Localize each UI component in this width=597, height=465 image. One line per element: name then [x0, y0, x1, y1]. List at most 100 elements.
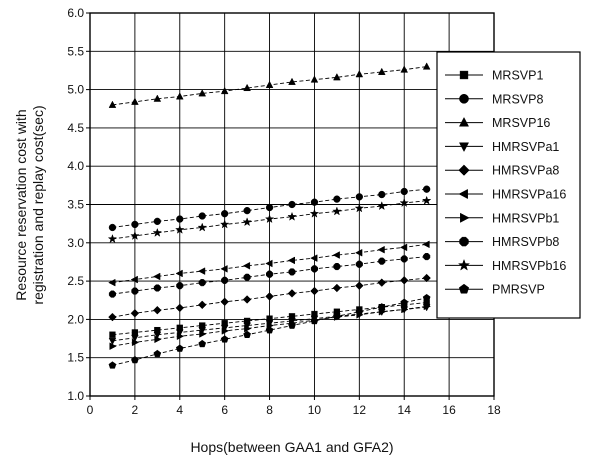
- x-tick-label: 0: [87, 403, 94, 417]
- data-point: [131, 334, 139, 343]
- legend-marker: [459, 70, 469, 80]
- data-point: [266, 270, 274, 278]
- legend-label: MRSVP16: [492, 116, 550, 130]
- data-point: [198, 327, 207, 335]
- x-tick-label: 2: [132, 403, 139, 417]
- data-point: [130, 309, 140, 318]
- data-point: [242, 217, 252, 227]
- x-tick-label: 6: [221, 403, 228, 417]
- data-point: [355, 193, 363, 201]
- data-point: [378, 190, 386, 199]
- data-point: [175, 224, 185, 234]
- data-point: [221, 276, 229, 284]
- data-point: [243, 330, 251, 338]
- data-point: [265, 203, 274, 212]
- data-point: [377, 245, 385, 254]
- data-point: [176, 332, 185, 341]
- data-point: [333, 195, 341, 203]
- y-tick-label: 4.5: [67, 121, 84, 135]
- data-point: [199, 330, 207, 338]
- data-point: [288, 77, 296, 85]
- data-point: [400, 298, 409, 306]
- data-point: [131, 97, 139, 105]
- data-point: [175, 92, 184, 100]
- legend: MRSVP1 MRSVP8 MRSVP16 HMRSVPa1 HMRSVPa8 HMRSV…: [436, 51, 581, 319]
- data-point: [332, 251, 340, 259]
- data-point: [332, 283, 342, 293]
- data-point: [153, 272, 161, 281]
- data-point: [377, 201, 387, 211]
- data-point: [423, 185, 431, 193]
- data-point: [309, 208, 320, 218]
- data-point: [333, 262, 341, 271]
- data-point: [108, 337, 117, 346]
- data-point: [108, 100, 117, 108]
- data-point: [175, 303, 185, 313]
- data-point: [378, 257, 386, 265]
- legend-label: HMRSVPb16: [492, 259, 566, 273]
- series-line: [112, 297, 427, 366]
- x-tick-label: 8: [266, 403, 273, 417]
- legend-label: HMRSVPa8: [492, 164, 559, 178]
- data-point: [175, 344, 184, 352]
- legend-marker: [459, 93, 469, 104]
- data-point: [107, 233, 118, 244]
- data-point: [355, 248, 363, 257]
- data-point: [377, 278, 387, 287]
- legend-marker: [458, 188, 468, 200]
- data-point: [333, 312, 341, 320]
- y-tick-label: 5.0: [67, 83, 84, 97]
- data-point: [287, 256, 295, 265]
- data-point: [265, 259, 273, 268]
- data-point: [332, 206, 342, 216]
- data-point: [355, 281, 364, 290]
- data-point: [242, 295, 252, 304]
- data-point: [175, 329, 184, 337]
- data-point: [244, 324, 252, 333]
- x-tick-label: 16: [442, 403, 456, 417]
- x-axis-title: Hops(between GAA1 and GFA2): [190, 439, 393, 455]
- legend-marker: [459, 236, 469, 247]
- y-tick-label: 4.0: [67, 159, 84, 173]
- data-point: [333, 73, 341, 81]
- data-point: [243, 83, 251, 92]
- data-point: [131, 355, 139, 364]
- data-point: [310, 254, 318, 262]
- data-point: [108, 223, 117, 232]
- series-HMRSVPb16: [107, 195, 432, 244]
- data-point: [377, 67, 386, 75]
- y-axis-title-line: registration and replay cost(sec): [30, 105, 46, 304]
- series-PMRSVP: [108, 293, 431, 369]
- data-point: [108, 312, 117, 322]
- data-point: [354, 203, 365, 213]
- data-point: [220, 335, 229, 343]
- series-layer: [107, 62, 432, 369]
- data-point: [198, 279, 206, 287]
- data-point: [220, 86, 229, 95]
- legend-label: HMRSVPa1: [492, 140, 559, 154]
- data-point: [153, 94, 162, 102]
- data-point: [400, 65, 409, 73]
- data-point: [310, 265, 318, 273]
- data-point: [399, 197, 409, 208]
- data-point: [400, 187, 408, 196]
- y-axis-title-line: Resource reservation cost with: [13, 109, 29, 300]
- data-point: [131, 287, 139, 295]
- y-tick-label: 5.5: [67, 44, 84, 58]
- data-point: [310, 286, 319, 296]
- y-tick-label: 3.5: [67, 198, 84, 212]
- data-point: [423, 253, 431, 261]
- x-tick-label: 18: [487, 403, 501, 417]
- legend-marker: [458, 164, 470, 176]
- y-tick-label: 1.5: [67, 351, 84, 365]
- data-point: [154, 335, 162, 344]
- legend-marker: [458, 117, 470, 127]
- data-point: [377, 303, 386, 311]
- y-tick-label: 6.0: [67, 6, 84, 20]
- data-point: [265, 326, 274, 334]
- data-point: [355, 260, 363, 268]
- data-point: [131, 220, 139, 229]
- data-point: [399, 243, 408, 252]
